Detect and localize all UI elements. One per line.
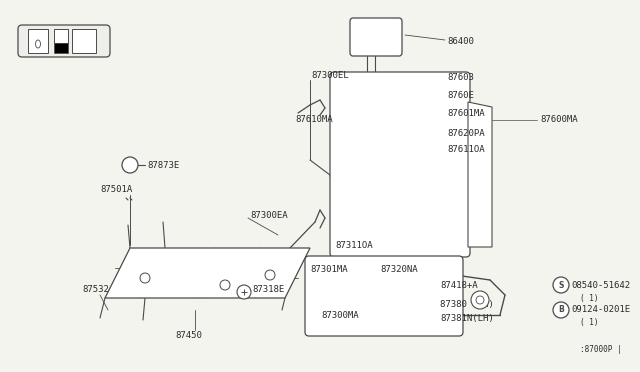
Bar bbox=[28, 29, 48, 53]
Text: 87301MA: 87301MA bbox=[310, 266, 348, 275]
FancyBboxPatch shape bbox=[18, 25, 110, 57]
Text: 87603: 87603 bbox=[447, 74, 474, 83]
Text: S: S bbox=[558, 280, 564, 289]
Text: 87318E: 87318E bbox=[252, 285, 284, 295]
Text: 87600MA: 87600MA bbox=[540, 115, 578, 125]
Text: 87611OA: 87611OA bbox=[447, 145, 484, 154]
Text: 87300EL: 87300EL bbox=[311, 71, 349, 80]
Ellipse shape bbox=[35, 40, 40, 48]
Polygon shape bbox=[468, 102, 492, 247]
Bar bbox=[54, 43, 68, 53]
Circle shape bbox=[476, 296, 484, 304]
Circle shape bbox=[265, 270, 275, 280]
Text: 87320NA: 87320NA bbox=[380, 266, 418, 275]
Circle shape bbox=[553, 302, 569, 318]
Bar bbox=[54, 29, 68, 43]
Text: 87620PA: 87620PA bbox=[447, 128, 484, 138]
Text: 87601MA: 87601MA bbox=[447, 109, 484, 119]
Text: 87532: 87532 bbox=[82, 285, 109, 295]
Text: :87000P |: :87000P | bbox=[580, 346, 621, 355]
Circle shape bbox=[122, 157, 138, 173]
Circle shape bbox=[237, 285, 251, 299]
Text: 87501A: 87501A bbox=[100, 186, 132, 195]
Text: 87610MA: 87610MA bbox=[295, 115, 333, 125]
Text: 87380 (RH): 87380 (RH) bbox=[440, 301, 493, 310]
Text: 87381N(LH): 87381N(LH) bbox=[440, 314, 493, 323]
Bar bbox=[72, 29, 96, 53]
Text: ( 1): ( 1) bbox=[580, 294, 598, 302]
Text: 87873E: 87873E bbox=[147, 160, 179, 170]
Circle shape bbox=[553, 277, 569, 293]
Text: 86400: 86400 bbox=[447, 38, 474, 46]
Text: 87311OA: 87311OA bbox=[335, 241, 372, 250]
Text: 87300EA: 87300EA bbox=[250, 211, 287, 219]
Polygon shape bbox=[105, 248, 310, 298]
FancyBboxPatch shape bbox=[305, 256, 463, 336]
Text: 08540-51642: 08540-51642 bbox=[571, 280, 630, 289]
Circle shape bbox=[471, 291, 489, 309]
Text: ( 1): ( 1) bbox=[580, 318, 598, 327]
Text: 87450: 87450 bbox=[175, 330, 202, 340]
Circle shape bbox=[140, 273, 150, 283]
Circle shape bbox=[220, 280, 230, 290]
Text: 8760E: 8760E bbox=[447, 92, 474, 100]
Text: 87418+A: 87418+A bbox=[440, 280, 477, 289]
Text: 09124-0201E: 09124-0201E bbox=[571, 305, 630, 314]
Text: 87300MA: 87300MA bbox=[321, 311, 359, 320]
Text: B: B bbox=[558, 305, 564, 314]
FancyBboxPatch shape bbox=[330, 72, 470, 257]
FancyBboxPatch shape bbox=[350, 18, 402, 56]
